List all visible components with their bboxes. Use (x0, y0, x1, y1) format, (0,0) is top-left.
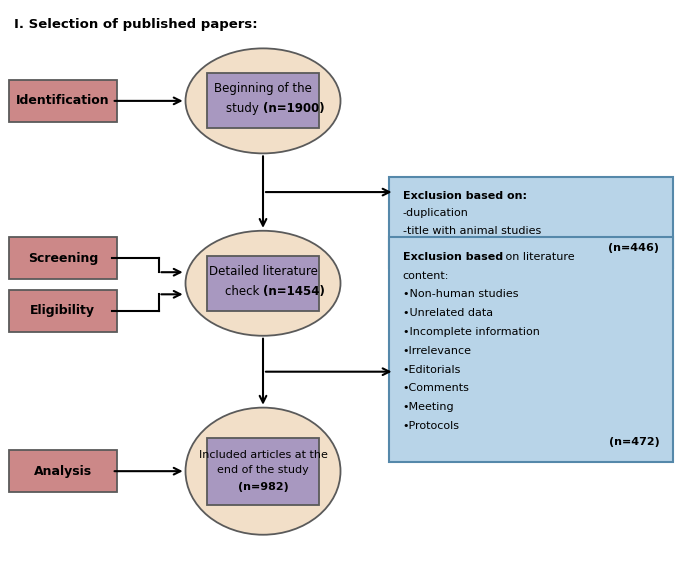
FancyBboxPatch shape (9, 80, 117, 122)
Text: •Unrelated data: •Unrelated data (403, 308, 493, 318)
FancyBboxPatch shape (389, 237, 673, 462)
Text: Analysis: Analysis (34, 465, 92, 477)
FancyBboxPatch shape (207, 438, 319, 504)
Text: •Non-human studies: •Non-human studies (403, 289, 518, 300)
Text: Screening: Screening (27, 252, 98, 265)
Text: -title with animal studies: -title with animal studies (403, 226, 540, 236)
FancyBboxPatch shape (207, 256, 319, 311)
FancyBboxPatch shape (9, 290, 117, 332)
Text: end of the study: end of the study (217, 465, 309, 475)
Text: •Irrelevance: •Irrelevance (403, 346, 471, 356)
Text: Beginning of the: Beginning of the (214, 82, 312, 95)
Text: study: study (226, 102, 263, 115)
Text: Included articles at the: Included articles at the (199, 449, 327, 459)
Text: Identification: Identification (16, 94, 110, 107)
FancyBboxPatch shape (389, 177, 673, 268)
FancyBboxPatch shape (9, 450, 117, 492)
Text: •Editorials: •Editorials (403, 365, 461, 375)
Text: Exclusion based: Exclusion based (403, 252, 503, 262)
Text: content:: content: (403, 270, 449, 280)
Text: check: check (225, 284, 263, 297)
FancyBboxPatch shape (9, 237, 117, 279)
Text: (n=982): (n=982) (238, 482, 288, 491)
Text: (n=446): (n=446) (608, 243, 659, 254)
Text: (n=472): (n=472) (608, 438, 659, 448)
Text: I. Selection of published papers:: I. Selection of published papers: (14, 18, 258, 31)
Text: (n=1454): (n=1454) (263, 284, 325, 297)
Ellipse shape (186, 48, 340, 153)
Text: on literature: on literature (502, 252, 575, 262)
Text: -duplication: -duplication (403, 209, 469, 218)
Text: (n=1900): (n=1900) (263, 102, 325, 115)
Text: Detailed literature: Detailed literature (208, 265, 317, 278)
Text: •Meeting: •Meeting (403, 402, 454, 412)
Ellipse shape (186, 231, 340, 336)
Text: •Protocols: •Protocols (403, 421, 460, 431)
Ellipse shape (186, 408, 340, 535)
Text: •Comments: •Comments (403, 383, 469, 393)
Text: Eligibility: Eligibility (30, 305, 95, 318)
Text: Exclusion based on:: Exclusion based on: (403, 191, 527, 201)
Text: •Incomplete information: •Incomplete information (403, 327, 539, 337)
FancyBboxPatch shape (207, 73, 319, 128)
